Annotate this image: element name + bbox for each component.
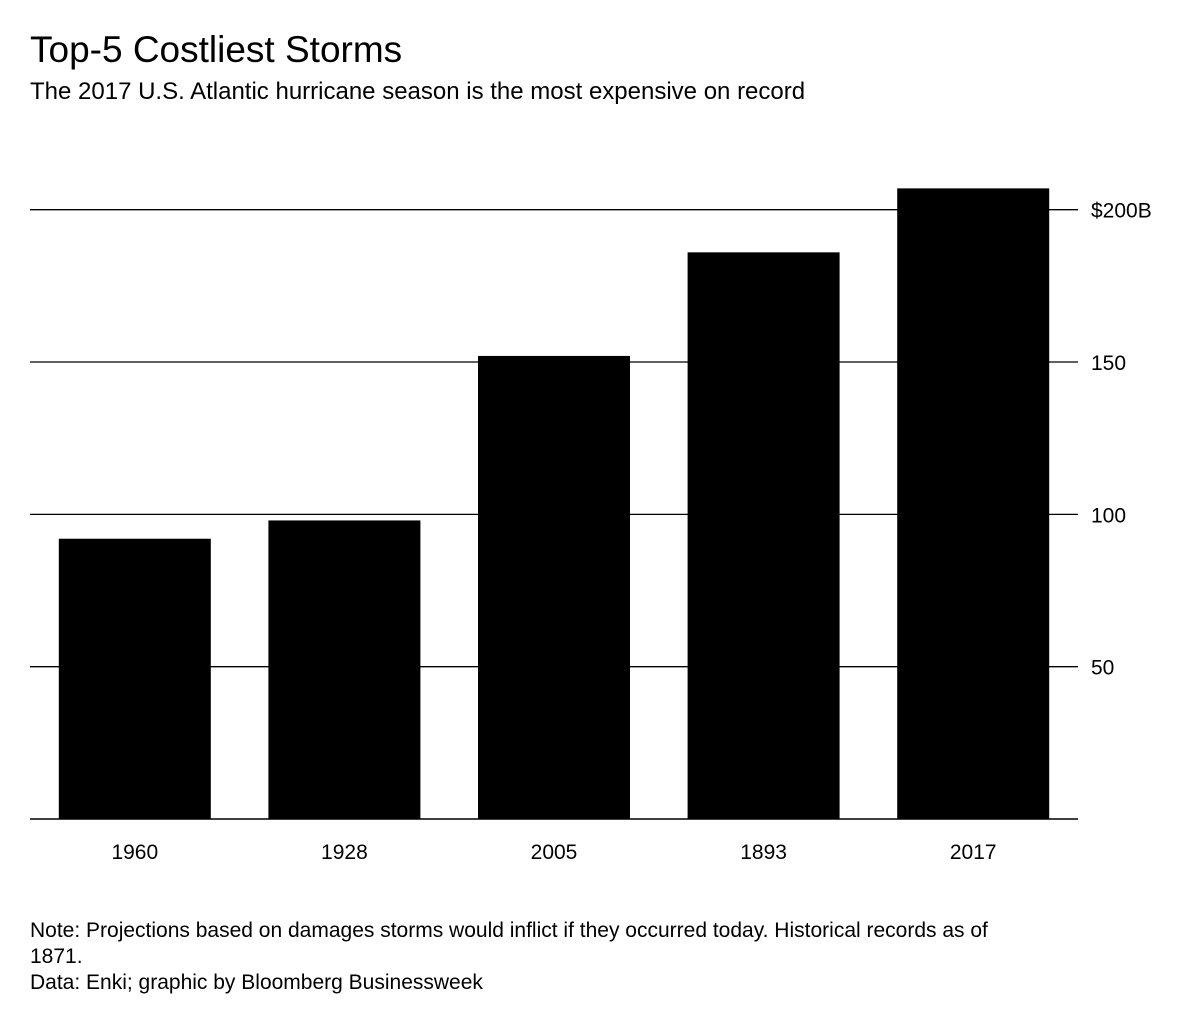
bar (268, 520, 421, 819)
source-credit: Data: Enki; graphic by Bloomberg Busines… (30, 971, 483, 994)
y-tick-label: $200B (1091, 200, 1152, 223)
x-tick-label: 2017 (950, 841, 997, 864)
x-tick-label: 2005 (531, 841, 578, 864)
x-tick-label: 1928 (321, 841, 368, 864)
bar (687, 252, 840, 820)
chart-subtitle: The 2017 U.S. Atlantic hurricane season … (30, 78, 806, 105)
y-tick-label: 50 (1091, 657, 1114, 680)
chart-title: Top-5 Costliest Storms (30, 29, 403, 70)
x-axis-labels: 1960 1928 2005 1893 2017 (111, 841, 996, 864)
x-tick-label: 1893 (740, 841, 787, 864)
bars (58, 188, 1050, 820)
bar (897, 188, 1050, 820)
y-tick-label: 150 (1091, 352, 1126, 375)
footnote: Note: Projections based on damages storm… (30, 919, 988, 968)
bar (478, 355, 630, 819)
y-tick-label: 100 (1091, 504, 1126, 527)
y-axis: 50 100 150 $200B (1091, 200, 1152, 680)
chart-footer: Note: Projections based on damages storm… (30, 918, 1030, 996)
x-tick-label: 1960 (111, 841, 158, 864)
bar (58, 538, 211, 819)
